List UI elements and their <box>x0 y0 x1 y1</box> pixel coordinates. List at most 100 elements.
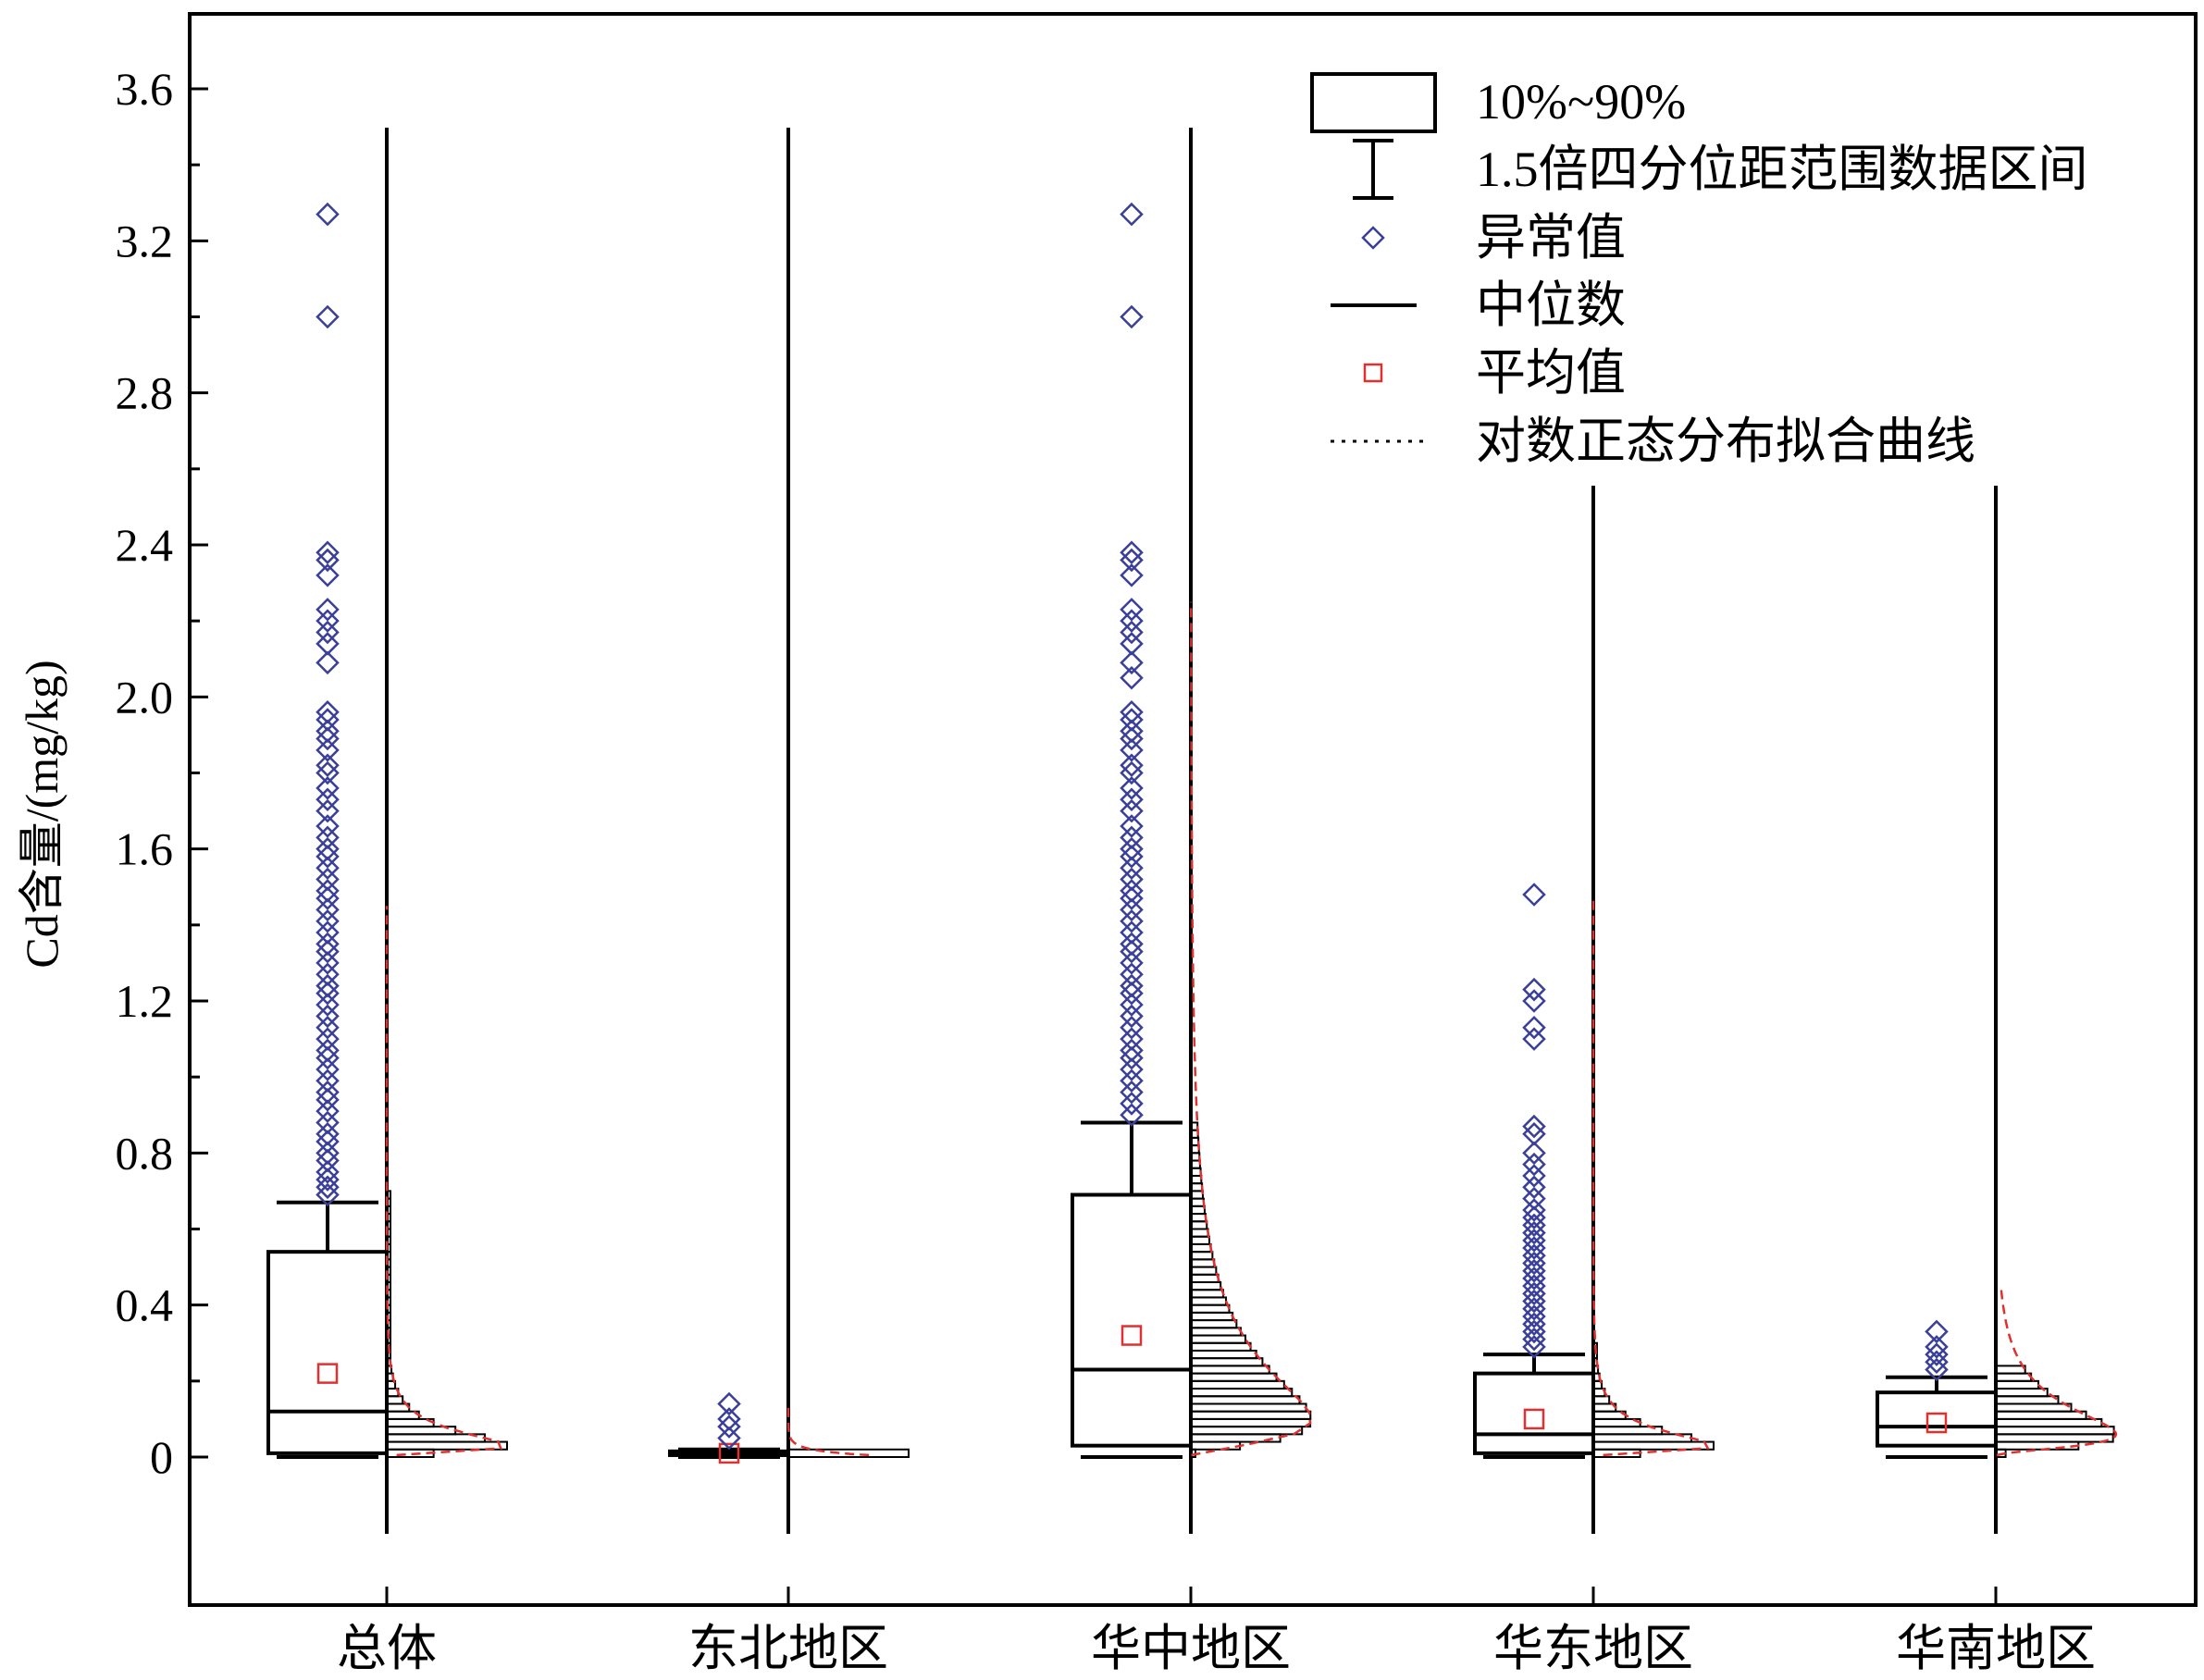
outlier-marker <box>1120 798 1144 823</box>
outlier-marker <box>1120 202 1144 227</box>
outlier-marker <box>1120 982 1144 1006</box>
histogram-bar <box>1190 1395 1301 1405</box>
y-axis: 0 0.4 0.8 1.2 1.6 2.0 2.4 2.8 3.2 3.6 <box>116 63 208 1483</box>
histogram-bar <box>1190 1258 1216 1268</box>
outlier-marker <box>1522 1304 1546 1328</box>
y-tick-label: 1.2 <box>116 975 174 1027</box>
outlier-marker <box>1925 1350 1949 1375</box>
lognormal-fit-curve <box>1190 601 1312 1457</box>
legend-mean-label: 平均值 <box>1476 345 1626 401</box>
outlier-marker <box>316 845 340 869</box>
legend-median-label: 中位数 <box>1476 278 1626 333</box>
histogram-bar <box>1995 1379 2040 1390</box>
outlier-marker <box>316 787 340 812</box>
group-3 <box>1473 486 1715 1534</box>
outlier-marker <box>717 1426 741 1451</box>
legend-whisker-label: 1.5倍四分位距范围数据区间 <box>1476 142 2088 197</box>
y-tick-label: 0.4 <box>116 1279 174 1331</box>
outlier-marker <box>1120 650 1144 675</box>
outlier-marker <box>1120 1045 1144 1070</box>
y-tick-label: 0.8 <box>116 1127 174 1179</box>
histogram-bar <box>787 1448 910 1458</box>
lognormal-fit-curve <box>1996 1290 2118 1457</box>
legend-outlier-symbol <box>1361 226 1385 250</box>
outlier-marker <box>316 738 340 762</box>
outlier-marker <box>1120 1103 1144 1128</box>
outlier-marker <box>316 993 340 1017</box>
outlier-marker <box>1522 1297 1546 1321</box>
outlier-marker <box>1522 1251 1546 1276</box>
mean-marker <box>718 1442 740 1464</box>
outlier-marker <box>1120 666 1144 690</box>
outlier-marker <box>1120 753 1144 778</box>
outlier-marker <box>1120 939 1144 964</box>
histogram-bar <box>1190 1334 1246 1344</box>
histogram-bar <box>1190 1273 1220 1284</box>
histogram-bar <box>1995 1426 2115 1436</box>
y-tick-label: 3.6 <box>116 63 174 115</box>
group-1 <box>668 128 910 1534</box>
outlier-marker <box>1522 1229 1546 1253</box>
outlier-marker <box>1120 1015 1144 1040</box>
outlier-marker <box>316 598 340 622</box>
outlier-marker <box>1522 1141 1546 1166</box>
outlier-marker <box>1522 1266 1546 1291</box>
histogram-bar <box>1190 1365 1270 1375</box>
histogram-bar <box>1592 1395 1611 1405</box>
outlier-marker <box>1120 1092 1144 1116</box>
outlier-marker <box>1522 977 1546 1002</box>
outlier-marker <box>316 886 340 910</box>
outlier-marker <box>1522 1289 1546 1314</box>
outlier-marker <box>1120 897 1144 922</box>
histogram-bar <box>1190 1440 1242 1451</box>
outlier-marker <box>1522 1213 1546 1238</box>
outlier-marker <box>316 897 340 922</box>
outlier-marker <box>316 304 340 329</box>
outlier-marker <box>316 609 340 633</box>
box-10-90 <box>1473 1371 1595 1455</box>
outlier-marker <box>316 1004 340 1029</box>
outlier-marker <box>1522 1175 1546 1200</box>
outlier-marker <box>316 856 340 880</box>
x-category-label: 总体 <box>337 1619 437 1677</box>
outlier-marker <box>316 760 340 785</box>
histogram-bar <box>1190 1242 1212 1254</box>
outlier-marker <box>316 1182 340 1207</box>
y-tick-label: 3.2 <box>116 215 174 266</box>
outlier-marker <box>1120 738 1144 762</box>
outlier-marker <box>316 1057 340 1081</box>
outlier-marker <box>1120 814 1144 838</box>
y-tick-label: 0 <box>150 1431 173 1483</box>
outlier-marker <box>316 1045 340 1070</box>
outlier-marker <box>1522 1122 1546 1146</box>
histogram-bar <box>1995 1417 2103 1428</box>
legend-box-symbol <box>1310 72 1437 133</box>
legend-box-label: 10%~90% <box>1476 74 1686 130</box>
outlier-marker <box>1120 787 1144 812</box>
histogram-bar <box>1190 1417 1312 1428</box>
outlier-marker <box>316 1160 340 1184</box>
outlier-marker <box>1120 993 1144 1017</box>
y-tick-label: 2.4 <box>116 519 174 571</box>
outlier-marker <box>1120 856 1144 880</box>
outlier-marker <box>1522 1258 1546 1283</box>
histogram-bar <box>1190 1220 1208 1230</box>
y-tick-label: 2.0 <box>116 671 174 723</box>
outlier-marker <box>1120 951 1144 975</box>
histogram-bar <box>1190 1235 1211 1245</box>
outlier-marker <box>316 951 340 975</box>
outlier-marker <box>1120 776 1144 800</box>
box-10-90 <box>266 1250 389 1455</box>
histogram-bar <box>386 1190 391 1200</box>
outlier-marker <box>1120 598 1144 622</box>
outlier-marker <box>1120 1069 1144 1093</box>
histogram-bar <box>1995 1440 2080 1451</box>
group-2 <box>1071 128 1312 1534</box>
outlier-marker <box>316 908 340 933</box>
outlier-marker <box>1522 1198 1546 1222</box>
outlier-marker <box>316 548 340 573</box>
outlier-marker <box>1120 304 1144 329</box>
outlier-marker <box>1120 726 1144 751</box>
